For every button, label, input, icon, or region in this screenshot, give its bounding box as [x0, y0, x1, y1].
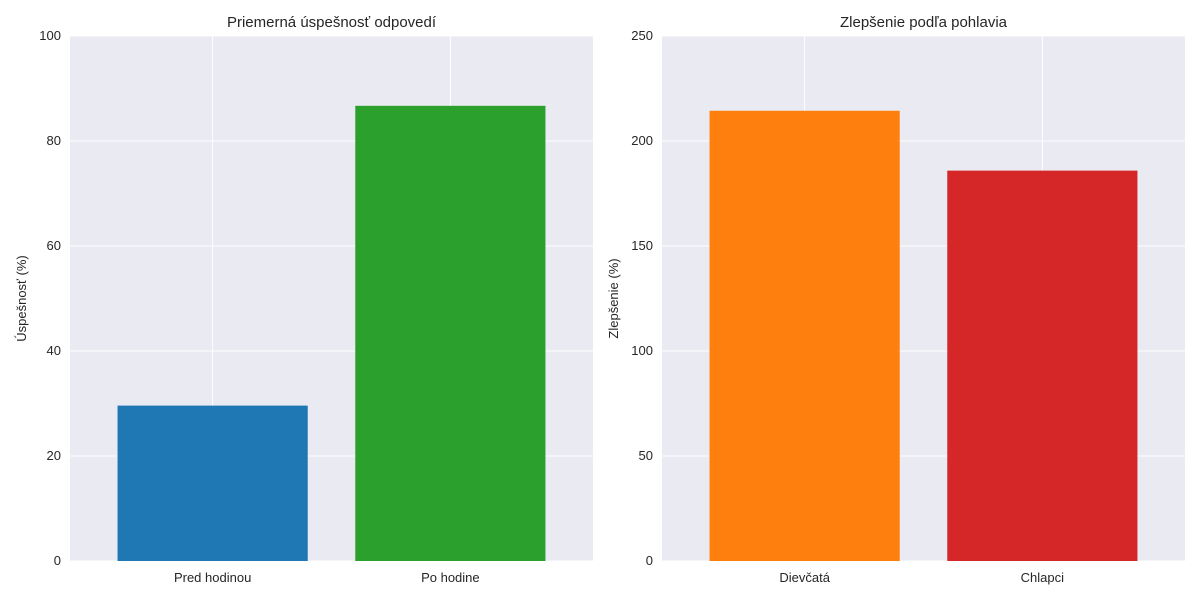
y-tick-label: 100 [631, 343, 653, 358]
subplot-1: 0 20 40 60 80 100 Pred hodinou Po hodine Priemer… [14, 14, 593, 585]
x-tick-label: Dievčatá [779, 570, 830, 585]
y-tick-label: 0 [646, 553, 653, 568]
y-tick-label: 20 [47, 448, 61, 463]
y-tick-label: 50 [639, 448, 653, 463]
y-tick-label: 40 [47, 343, 61, 358]
y-tick-label: 200 [631, 133, 653, 148]
x-tick-label: Pred hodinou [174, 570, 251, 585]
y-tick-label: 60 [47, 238, 61, 253]
y-tick-label: 80 [47, 133, 61, 148]
subplot-2: 0 50 100 150 200 250 Dievčatá Chlapci Zlepšenie … [606, 14, 1185, 585]
x-tick-label: Chlapci [1021, 570, 1064, 585]
x-tick-label: Po hodine [421, 570, 480, 585]
y-axis-label: Úspešnosť (%) [14, 255, 29, 342]
bar-po-hodine [355, 105, 546, 561]
bar-pred-hodinou [117, 405, 308, 561]
y-axis-label: Zlepšenie (%) [606, 258, 621, 338]
y-tick-label: 100 [39, 28, 61, 43]
bar-dievčatá [709, 110, 900, 561]
bar-chlapci [947, 170, 1138, 562]
y-tick-label: 250 [631, 28, 653, 43]
y-tick-label: 0 [54, 553, 61, 568]
y-tick-label: 150 [631, 238, 653, 253]
chart-title: Priemerná úspešnosť odpovedí [227, 14, 437, 31]
chart-title: Zlepšenie podľa pohlavia [840, 14, 1008, 31]
